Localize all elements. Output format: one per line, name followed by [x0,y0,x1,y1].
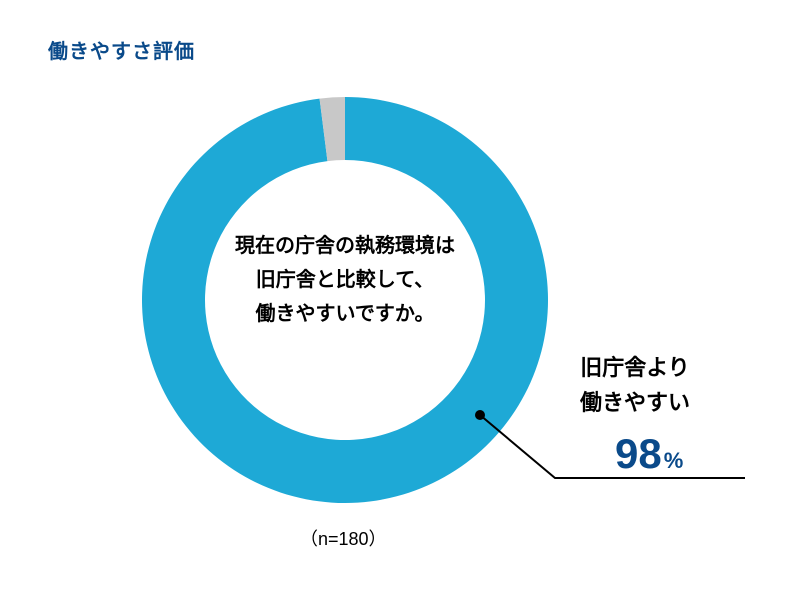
callout-label-line: 旧庁舎より [545,350,725,385]
callout-number: 98 [615,430,662,477]
callout-value: 98% [615,430,683,478]
leader-line [480,415,745,478]
chart-stage: 働きやすさ評価 現在の庁舎の執務環境は旧庁舎と比較して、働きやすいですか。 （n… [0,0,800,610]
callout-label-line: 働きやすい [545,385,725,420]
callout-label: 旧庁舎より働きやすい [545,350,725,420]
callout-percent: % [664,448,684,473]
callout-leader [0,0,800,610]
